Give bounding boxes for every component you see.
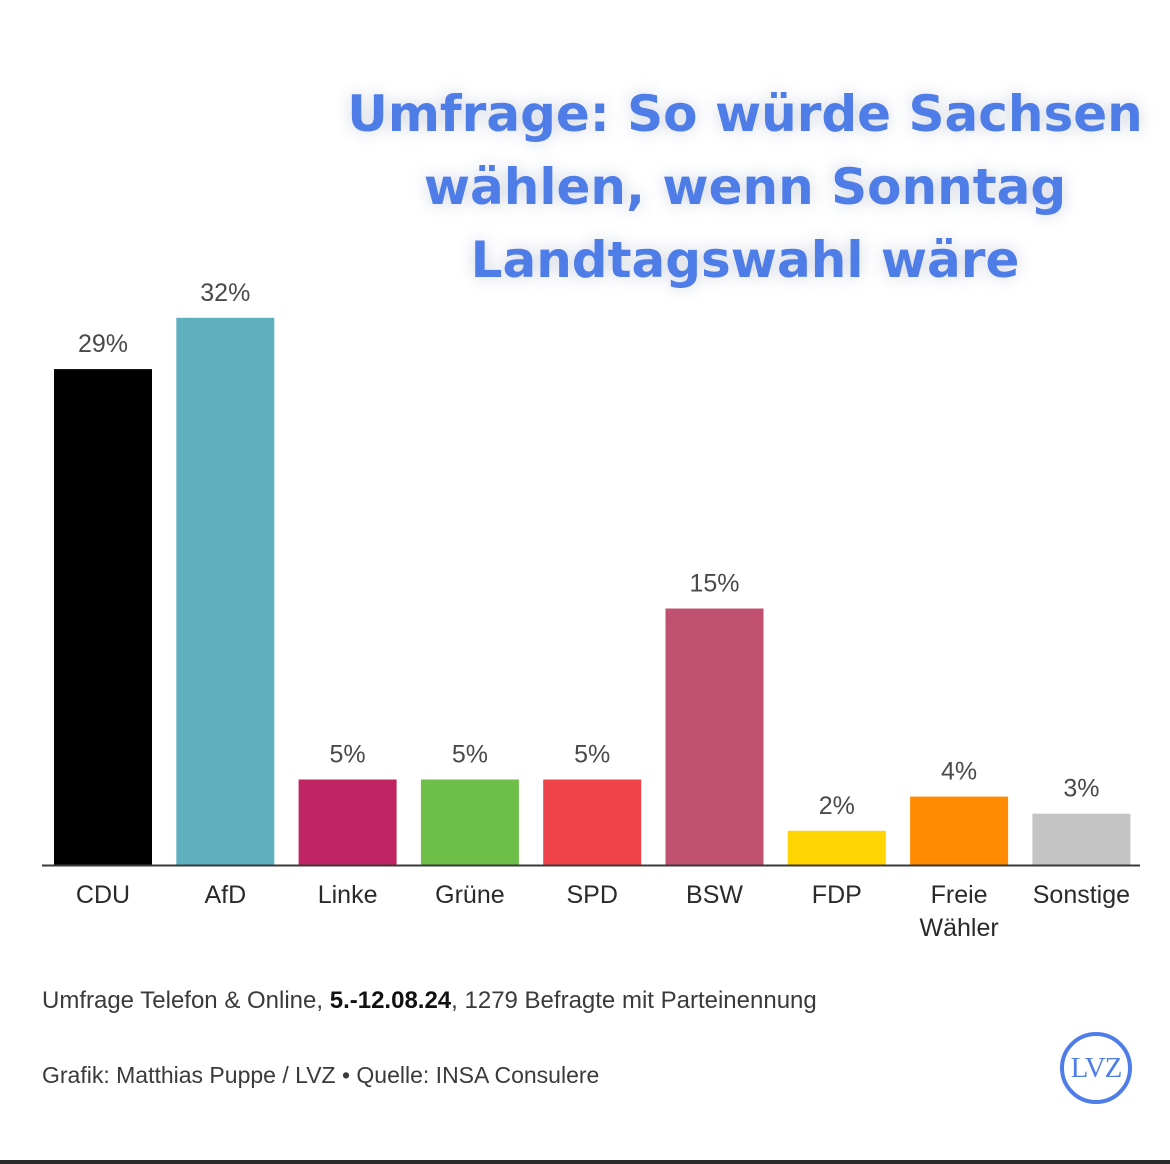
bar-value-label: 15% — [689, 570, 739, 598]
bars-layer: 29% CDU 32% AfD 5% Linke 5% Grüne 5% SPD 15% BSW 2% F… — [54, 279, 1131, 942]
survey-suffix: , 1279 Befragte mit Parteinennung — [451, 987, 817, 1014]
survey-dates: 5.-12.08.24 — [329, 987, 452, 1014]
bar-value-label: 5% — [574, 741, 610, 769]
chart-title: Umfrage: So würde Sachsen wählen, wenn S… — [347, 85, 1143, 289]
category-label: Grüne — [435, 881, 504, 909]
category-label: SPD — [566, 881, 617, 909]
bar-cdu — [54, 369, 152, 865]
category-label: Freie Wähler — [920, 881, 999, 942]
category-label: Linke — [318, 881, 378, 909]
bar-value-label: 5% — [452, 741, 488, 769]
footnote-survey: Umfrage Telefon & Online, 5.-12.08.24, 1… — [42, 987, 817, 1015]
bar-chart: 29% CDU 32% AfD 5% Linke 5% Grüne 5% SPD 15% BSW 2% F… — [42, 279, 1140, 942]
lvz-logo: LVZ — [1060, 1032, 1132, 1104]
bar-value-label: 29% — [78, 330, 128, 358]
bar-linke — [298, 779, 397, 865]
bar-grüne — [420, 779, 519, 865]
bar-bsw — [665, 608, 764, 865]
bar-value-label: 3% — [1063, 775, 1099, 803]
bar-value-label: 2% — [819, 792, 855, 820]
category-label: FDP — [812, 881, 862, 909]
bottom-rule — [0, 1160, 1170, 1164]
category-label: CDU — [76, 881, 130, 909]
lvz-logo-text: LVZ — [1070, 1051, 1123, 1084]
bar-freie-wähler — [910, 796, 1009, 865]
bar-fdp — [787, 830, 886, 865]
category-label: AfD — [204, 881, 246, 909]
bar-afd — [176, 317, 275, 865]
category-label: BSW — [686, 881, 743, 909]
bar-sonstige — [1032, 813, 1131, 865]
bar-value-label: 4% — [941, 758, 977, 786]
bar-spd — [543, 779, 642, 865]
bar-value-label: 5% — [330, 741, 366, 769]
category-label: Sonstige — [1033, 881, 1130, 909]
footnote-credit: Grafik: Matthias Puppe / LVZ • Quelle: I… — [42, 1062, 600, 1088]
survey-prefix: Umfrage Telefon & Online, — [42, 987, 330, 1014]
bar-value-label: 32% — [200, 279, 250, 307]
